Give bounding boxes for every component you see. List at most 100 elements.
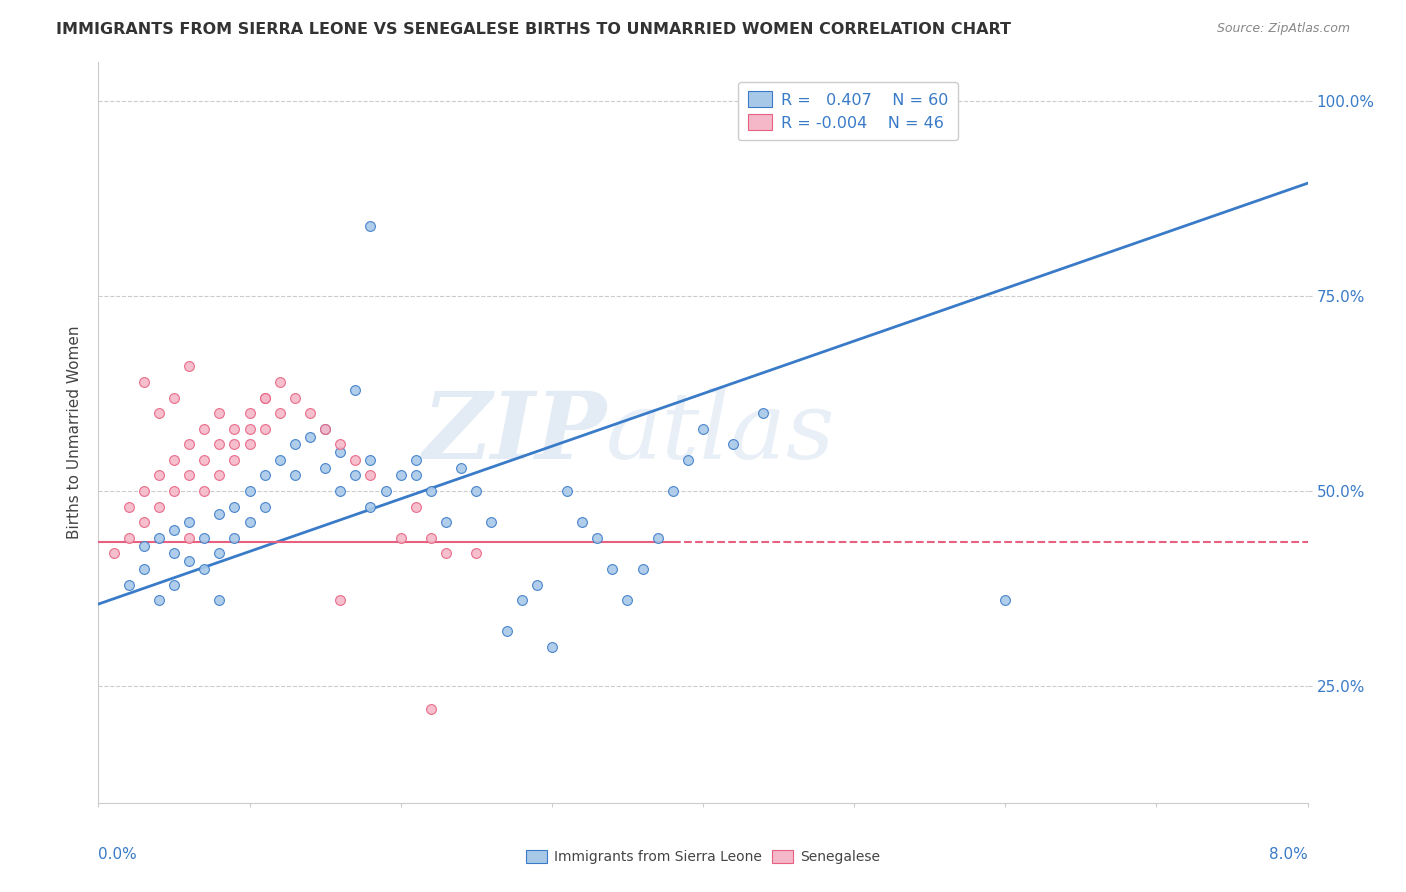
Point	[163, 453, 186, 467]
Point	[586, 531, 609, 545]
Point	[571, 515, 593, 529]
Point	[344, 453, 367, 467]
Point	[723, 437, 745, 451]
Point	[132, 484, 155, 499]
Point	[193, 484, 215, 499]
Point	[555, 484, 578, 499]
Point	[269, 375, 291, 389]
Point	[344, 383, 367, 397]
Point	[510, 593, 533, 607]
Point	[434, 515, 457, 529]
Point	[193, 531, 215, 545]
Text: IMMIGRANTS FROM SIERRA LEONE VS SENEGALESE BIRTHS TO UNMARRIED WOMEN CORRELATION: IMMIGRANTS FROM SIERRA LEONE VS SENEGALE…	[56, 22, 1011, 37]
Point	[208, 468, 231, 483]
Point	[692, 422, 714, 436]
Point	[118, 577, 141, 591]
Point	[179, 359, 201, 374]
Point	[239, 515, 262, 529]
Point	[284, 391, 307, 405]
Point	[179, 437, 201, 451]
Point	[540, 640, 562, 654]
Point	[329, 484, 352, 499]
Point	[329, 593, 352, 607]
Point	[253, 500, 276, 514]
Point	[118, 500, 141, 514]
Point	[179, 515, 201, 529]
Point	[239, 422, 262, 436]
Point	[389, 531, 412, 545]
Point	[752, 406, 775, 420]
Text: atlas: atlas	[606, 388, 835, 477]
Point	[148, 531, 170, 545]
Point	[661, 484, 683, 499]
Text: Source: ZipAtlas.com: Source: ZipAtlas.com	[1216, 22, 1350, 36]
Point	[148, 468, 170, 483]
Point	[163, 484, 186, 499]
Point	[208, 406, 231, 420]
Point	[132, 375, 155, 389]
Point	[284, 437, 307, 451]
Point	[253, 422, 276, 436]
Y-axis label: Births to Unmarried Women: Births to Unmarried Women	[67, 326, 83, 540]
Point	[994, 593, 1017, 607]
Point	[208, 546, 231, 560]
Point	[179, 554, 201, 568]
Point	[224, 437, 246, 451]
Point	[676, 453, 699, 467]
Point	[253, 468, 276, 483]
Point	[299, 406, 322, 420]
Point	[148, 406, 170, 420]
Point	[420, 531, 443, 545]
Point	[163, 546, 186, 560]
Point	[495, 624, 517, 639]
Point	[179, 531, 201, 545]
Point	[224, 422, 246, 436]
Point	[118, 531, 141, 545]
Point	[360, 219, 382, 233]
Point	[253, 391, 276, 405]
Point	[314, 460, 336, 475]
Point	[647, 531, 669, 545]
Point	[405, 500, 427, 514]
Point	[269, 406, 291, 420]
Point	[224, 531, 246, 545]
Point	[465, 484, 488, 499]
Point	[103, 546, 125, 560]
Point	[208, 437, 231, 451]
Point	[284, 468, 307, 483]
Point	[163, 523, 186, 537]
Text: 0.0%: 0.0%	[98, 847, 138, 863]
Point	[269, 453, 291, 467]
Point	[360, 500, 382, 514]
Point	[163, 577, 186, 591]
Point	[374, 484, 396, 499]
Point	[148, 500, 170, 514]
Point	[420, 484, 443, 499]
Point	[360, 453, 382, 467]
Point	[616, 593, 638, 607]
Point	[148, 593, 170, 607]
Point	[481, 515, 503, 529]
Point	[405, 453, 427, 467]
Point	[132, 515, 155, 529]
Point	[344, 468, 367, 483]
Point	[631, 562, 654, 576]
Point	[208, 593, 231, 607]
Point	[132, 562, 155, 576]
Point	[193, 562, 215, 576]
Point	[465, 546, 488, 560]
Point	[239, 406, 262, 420]
Point	[208, 508, 231, 522]
Point	[450, 460, 472, 475]
Point	[329, 437, 352, 451]
Point	[299, 429, 322, 443]
Point	[420, 702, 443, 716]
Point	[239, 437, 262, 451]
Point	[224, 453, 246, 467]
Point	[224, 500, 246, 514]
Point	[314, 422, 336, 436]
Point	[132, 539, 155, 553]
Point	[179, 468, 201, 483]
Point	[389, 468, 412, 483]
Text: ZIP: ZIP	[422, 388, 606, 477]
